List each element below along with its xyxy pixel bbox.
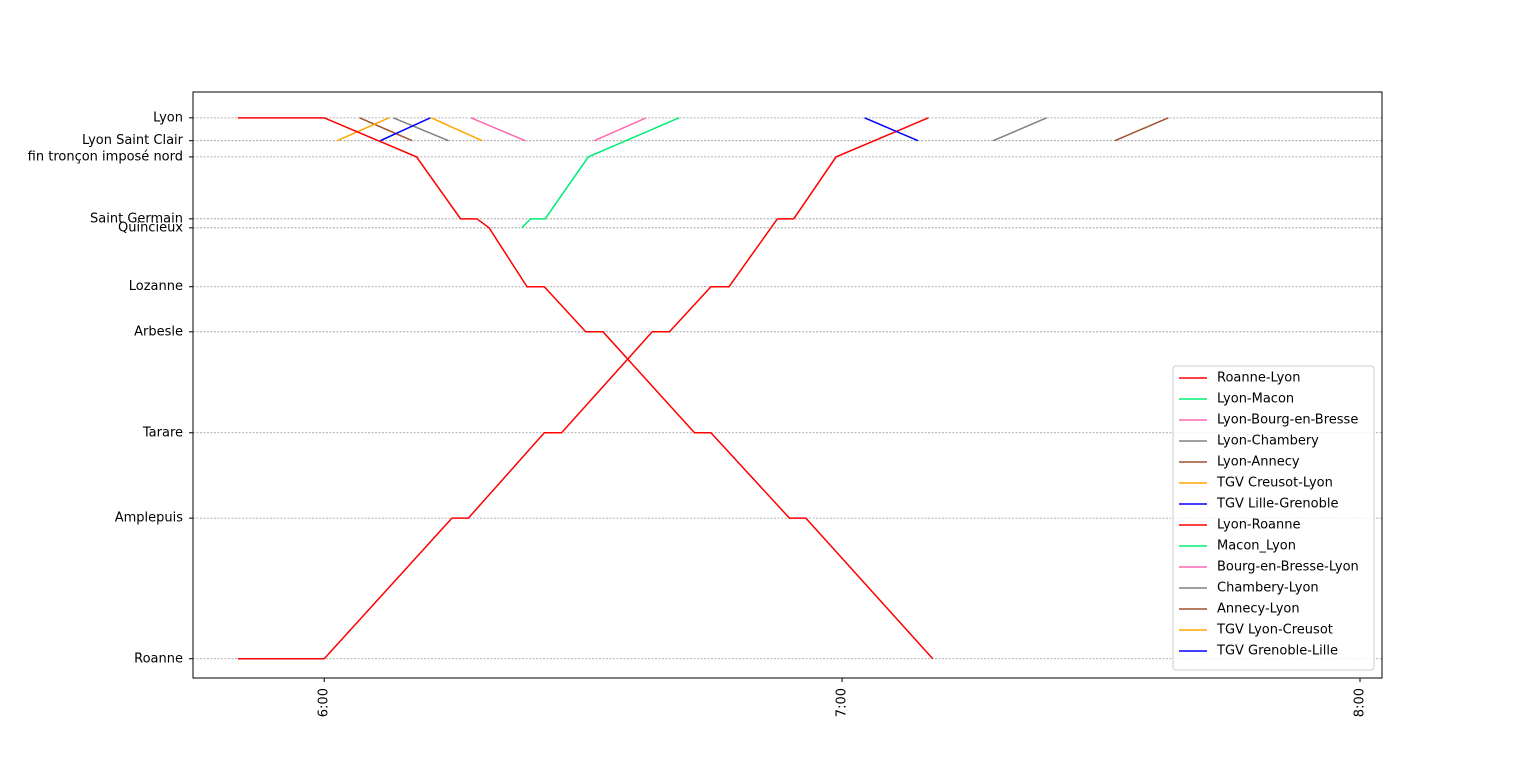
series-line [470,117,526,142]
y-tick-label: Lyon [153,110,183,125]
legend-label: TGV Lyon-Creusot [1216,623,1333,638]
y-tick-label: Roanne [134,651,183,666]
series-line [379,117,431,142]
series-line [237,117,929,660]
y-tick-label: fin tronçon imposé nord [28,149,183,164]
legend-label: Lyon-Roanne [1217,518,1300,533]
series-line [594,117,647,142]
legend-label: Roanne-Lyon [1217,371,1300,386]
y-tick-label: Arbesle [134,324,183,339]
legend-label: Macon_Lyon [1217,539,1296,554]
y-tick-label: Lozanne [129,279,183,294]
y-tick-label: Tarare [142,425,183,440]
legend-label: Bourg-en-Bresse-Lyon [1217,560,1359,575]
x-tick-label: 7:00 [835,688,850,717]
series-line [336,117,390,142]
y-tick-label: Quincieux [118,220,183,235]
y-tick-label: Lyon Saint Clair [82,133,184,148]
plot-frame [192,91,1383,679]
series-line [521,117,680,229]
legend-label: Chambery-Lyon [1217,581,1319,596]
series-line [237,117,934,660]
series-line [992,117,1047,142]
y-tick-label: Amplepuis [115,511,184,526]
legend-label: Lyon-Bourg-en-Bresse [1217,413,1358,428]
legend-label: Annecy-Lyon [1217,602,1300,617]
y-tick-label: Saint Germain [90,211,183,226]
series-line [1114,117,1169,142]
legend-label: TGV Grenoble-Lille [1216,644,1338,659]
x-tick-label: 8:00 [1352,688,1367,717]
x-tick-label: 6:00 [317,688,332,717]
series-line [864,117,919,142]
series-line [392,117,449,142]
legend-label: Lyon-Chambery [1217,434,1319,449]
legend-label: Lyon-Macon [1217,392,1294,407]
legend: Roanne-Lyon Lyon-Macon Lyon-Bourg-en-Bress… [1172,365,1375,671]
legend-box [1172,365,1375,671]
series-line [430,117,483,142]
legend-label: Lyon-Annecy [1217,455,1300,470]
legend-label: TGV Lille-Grenoble [1216,497,1338,512]
legend-label: TGV Creusot-Lyon [1216,476,1333,491]
series-line [359,117,413,142]
